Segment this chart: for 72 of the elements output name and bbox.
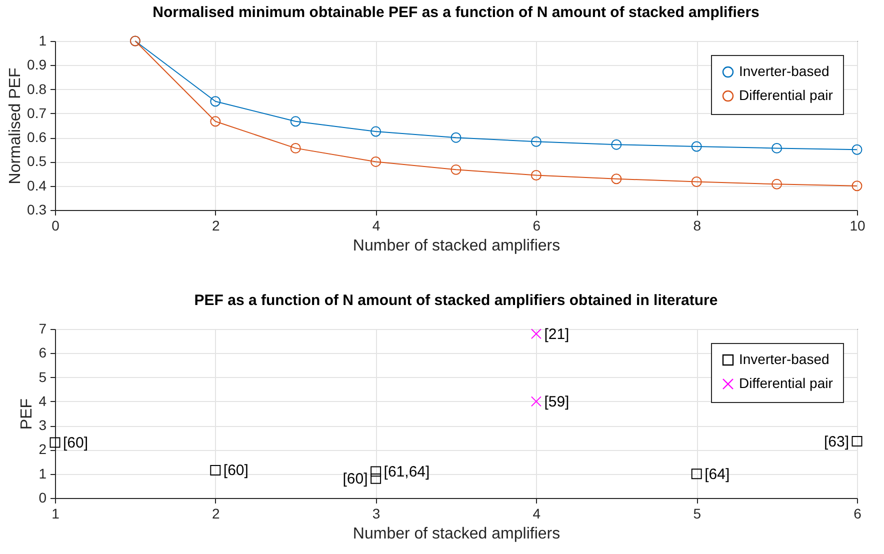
point — [210, 116, 221, 127]
point — [852, 144, 862, 155]
legend-label: Inverter-based — [739, 351, 830, 367]
x-tick-label: 5 — [693, 506, 702, 522]
annotation: [63] — [824, 433, 849, 450]
point — [611, 139, 622, 150]
point — [691, 176, 702, 187]
y-tick-label: 0.8 — [27, 80, 47, 97]
point — [370, 473, 382, 484]
point — [611, 174, 622, 184]
x-tick-label: 3 — [372, 506, 380, 522]
x-tick-label: 1 — [52, 506, 60, 522]
point — [772, 178, 782, 190]
point — [852, 180, 862, 192]
point — [370, 156, 382, 167]
y-tick-label: 3 — [38, 417, 47, 434]
y-tick-label: 0.5 — [27, 153, 47, 170]
point — [210, 464, 221, 476]
point — [370, 126, 382, 137]
y-tick-label: 5 — [38, 368, 47, 385]
annotation: [61,64] — [384, 463, 430, 480]
x-tick-label: 4 — [532, 506, 541, 522]
y-tick-label: 0 — [38, 490, 47, 506]
annotation: [60] — [63, 434, 88, 452]
y-tick-label: 0.6 — [27, 129, 47, 146]
x-tick-label: 6 — [854, 506, 862, 522]
y-tick-label: 6 — [38, 344, 47, 361]
annotation: [64] — [704, 466, 730, 483]
y-tick-label: 0.7 — [27, 104, 47, 121]
point — [530, 170, 542, 180]
point — [530, 396, 542, 407]
point — [290, 116, 301, 127]
legend-label: Differential pair — [739, 375, 834, 391]
point — [772, 142, 782, 154]
x-axis-title: Number of stacked amplifiers — [352, 526, 560, 542]
point — [210, 96, 221, 107]
x-tick-label: 10 — [850, 218, 866, 234]
annotation: [60] — [223, 462, 248, 480]
x-axis-title: Number of stacked amplifiers — [352, 238, 560, 254]
x-tick-label: 6 — [532, 218, 541, 234]
y-tick-label: 0.3 — [27, 202, 47, 218]
annotation: [59] — [544, 393, 570, 410]
legend-label: Inverter-based — [739, 63, 830, 79]
point — [370, 466, 382, 477]
point — [852, 436, 862, 447]
point — [450, 132, 462, 143]
y-tick-label: 0.4 — [27, 177, 47, 194]
point — [450, 164, 462, 175]
annotation: [21] — [544, 326, 570, 343]
y-axis-title: Normalised PEF — [7, 68, 24, 184]
chart-title: Normalised minimum obtainable PEF as a function of N amount of stacked amplifiers — [152, 4, 760, 21]
x-tick-label: 4 — [372, 218, 380, 234]
point — [530, 136, 542, 147]
x-tick-label: 2 — [212, 506, 220, 522]
point — [691, 468, 702, 480]
point — [691, 141, 702, 152]
x-tick-label: 8 — [693, 218, 702, 234]
point — [530, 328, 542, 340]
y-tick-label: 2 — [38, 441, 47, 458]
point — [290, 142, 301, 154]
y-tick-label: 0.9 — [27, 56, 47, 73]
annotation: [60] — [342, 470, 368, 488]
x-tick-label: 2 — [212, 218, 220, 234]
y-tick-label: 1 — [38, 465, 47, 482]
y-tick-label: 4 — [38, 392, 47, 409]
legend-label: Differential pair — [739, 87, 834, 103]
y-axis-title: PEF — [18, 398, 36, 430]
x-tick-label: 0 — [52, 218, 60, 234]
y-tick-label: 7 — [38, 320, 47, 336]
y-tick-label: 1 — [38, 32, 47, 48]
chart-title: PEF as a function of N amount of stacked amplifiers obtained in literature — [194, 292, 718, 309]
point — [50, 437, 60, 448]
